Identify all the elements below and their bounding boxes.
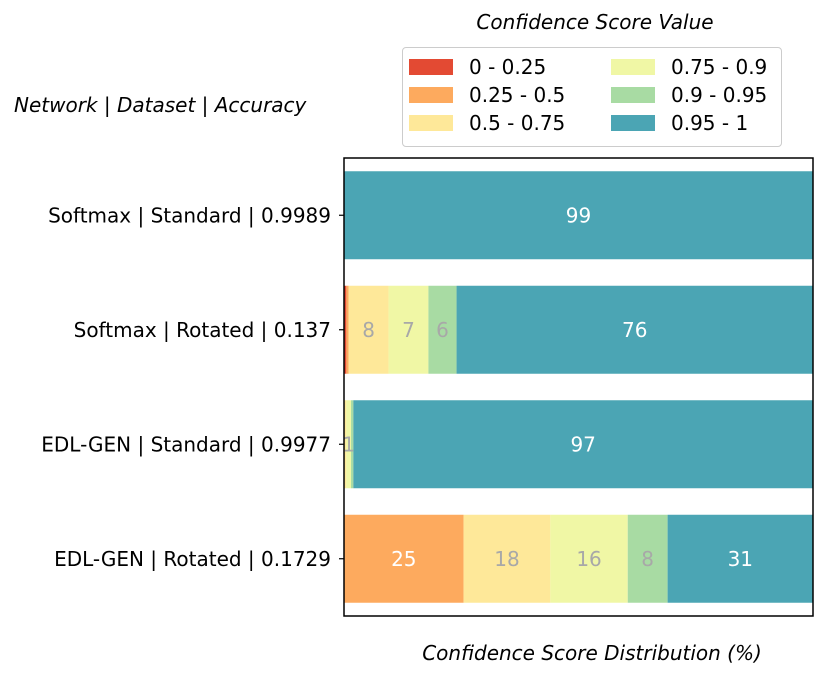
bar-segment bbox=[346, 285, 349, 374]
plot-frame bbox=[343, 157, 814, 617]
legend-label: 0.25 - 0.5 bbox=[469, 83, 566, 107]
legend-swatch bbox=[409, 115, 453, 131]
data-label: 99 bbox=[566, 203, 591, 227]
legend-item: 0.5 - 0.75 bbox=[409, 111, 565, 135]
legend: 0 - 0.25 0.25 - 0.5 0.5 - 0.75 0.75 - 0.9 0.… bbox=[402, 47, 782, 147]
bar-segment bbox=[346, 400, 352, 489]
legend-label: 0 - 0.25 bbox=[469, 55, 547, 79]
bar-segment bbox=[667, 514, 813, 603]
data-label: 25 bbox=[391, 547, 416, 571]
data-label: 97 bbox=[570, 432, 595, 456]
bar-segment bbox=[428, 285, 457, 374]
data-label: 31 bbox=[728, 547, 753, 571]
bar-segment bbox=[627, 514, 668, 603]
legend-label: 0.5 - 0.75 bbox=[469, 111, 566, 135]
legend-item: 0.25 - 0.5 bbox=[409, 83, 565, 107]
bar-segment bbox=[344, 171, 813, 260]
bar-segment bbox=[353, 400, 813, 489]
legend-title: Confidence Score Value bbox=[476, 10, 714, 34]
bar-segment bbox=[348, 285, 389, 374]
legend-item: 0.95 - 1 bbox=[611, 111, 748, 135]
data-label: 16 bbox=[576, 547, 601, 571]
bar-segment bbox=[550, 514, 628, 603]
legend-swatch bbox=[611, 59, 655, 75]
legend-label: 0.75 - 0.9 bbox=[671, 55, 768, 79]
y-tick-label: EDL-GEN | Standard | 0.9977 bbox=[41, 432, 331, 456]
legend-swatch bbox=[611, 115, 655, 131]
bar-segment bbox=[388, 285, 429, 374]
legend-label: 0.95 - 1 bbox=[671, 111, 749, 135]
data-label: 8 bbox=[641, 547, 654, 571]
y-tick-label: EDL-GEN | Rotated | 0.1729 bbox=[54, 547, 331, 571]
legend-item: 0.75 - 0.9 bbox=[611, 55, 767, 79]
legend-item: 0 - 0.25 bbox=[409, 55, 546, 79]
bar-segment bbox=[344, 400, 347, 489]
data-label: 76 bbox=[622, 318, 647, 342]
data-label: 8 bbox=[362, 318, 375, 342]
bar-segment bbox=[463, 514, 551, 603]
data-label: 7 bbox=[402, 318, 415, 342]
y-tick-label: Softmax | Standard | 0.9989 bbox=[48, 203, 331, 227]
bar-segment bbox=[344, 514, 464, 603]
bar-segment bbox=[344, 285, 347, 374]
legend-swatch bbox=[409, 59, 453, 75]
data-label: 18 bbox=[494, 547, 519, 571]
bar-segment bbox=[456, 285, 813, 374]
data-label: 6 bbox=[436, 318, 449, 342]
bar-segment bbox=[351, 400, 354, 489]
x-axis-label: Confidence Score Distribution (%) bbox=[422, 641, 762, 665]
data-label: 1 bbox=[342, 432, 355, 456]
legend-swatch bbox=[409, 87, 453, 103]
legend-swatch bbox=[611, 87, 655, 103]
legend-item: 0.9 - 0.95 bbox=[611, 83, 767, 107]
y-axis-title: Network | Dataset | Accuracy bbox=[14, 93, 307, 117]
legend-label: 0.9 - 0.95 bbox=[671, 83, 768, 107]
y-tick-label: Softmax | Rotated | 0.137 bbox=[74, 318, 331, 342]
